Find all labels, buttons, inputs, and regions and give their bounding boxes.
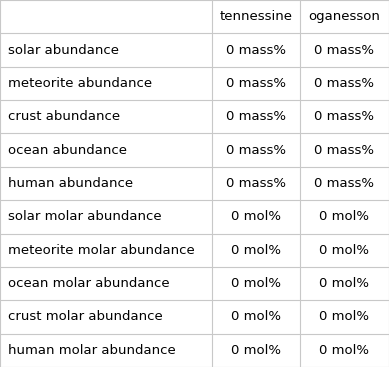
Text: 0 mol%: 0 mol%: [231, 310, 281, 323]
Text: ocean molar abundance: ocean molar abundance: [8, 277, 169, 290]
Text: 0 mass%: 0 mass%: [226, 44, 286, 57]
Text: meteorite molar abundance: meteorite molar abundance: [8, 244, 194, 257]
Text: 0 mol%: 0 mol%: [231, 277, 281, 290]
Text: 0 mass%: 0 mass%: [314, 44, 374, 57]
Text: solar molar abundance: solar molar abundance: [8, 210, 161, 224]
Text: 0 mol%: 0 mol%: [231, 244, 281, 257]
Text: 0 mass%: 0 mass%: [226, 143, 286, 157]
Text: 0 mol%: 0 mol%: [319, 344, 369, 357]
Text: 0 mass%: 0 mass%: [314, 143, 374, 157]
Text: 0 mass%: 0 mass%: [226, 110, 286, 123]
Text: 0 mass%: 0 mass%: [226, 77, 286, 90]
Text: human molar abundance: human molar abundance: [8, 344, 175, 357]
Text: 0 mass%: 0 mass%: [226, 177, 286, 190]
Text: 0 mol%: 0 mol%: [319, 210, 369, 224]
Text: 0 mass%: 0 mass%: [314, 77, 374, 90]
Text: tennessine: tennessine: [219, 10, 292, 23]
Text: 0 mol%: 0 mol%: [319, 310, 369, 323]
Text: 0 mol%: 0 mol%: [231, 344, 281, 357]
Text: ocean abundance: ocean abundance: [8, 143, 127, 157]
Text: crust molar abundance: crust molar abundance: [8, 310, 163, 323]
Text: solar abundance: solar abundance: [8, 44, 119, 57]
Text: crust abundance: crust abundance: [8, 110, 120, 123]
Text: 0 mass%: 0 mass%: [314, 177, 374, 190]
Text: 0 mol%: 0 mol%: [319, 277, 369, 290]
Text: human abundance: human abundance: [8, 177, 133, 190]
Text: meteorite abundance: meteorite abundance: [8, 77, 152, 90]
Text: 0 mass%: 0 mass%: [314, 110, 374, 123]
Text: 0 mol%: 0 mol%: [319, 244, 369, 257]
Text: 0 mol%: 0 mol%: [231, 210, 281, 224]
Text: oganesson: oganesson: [308, 10, 380, 23]
